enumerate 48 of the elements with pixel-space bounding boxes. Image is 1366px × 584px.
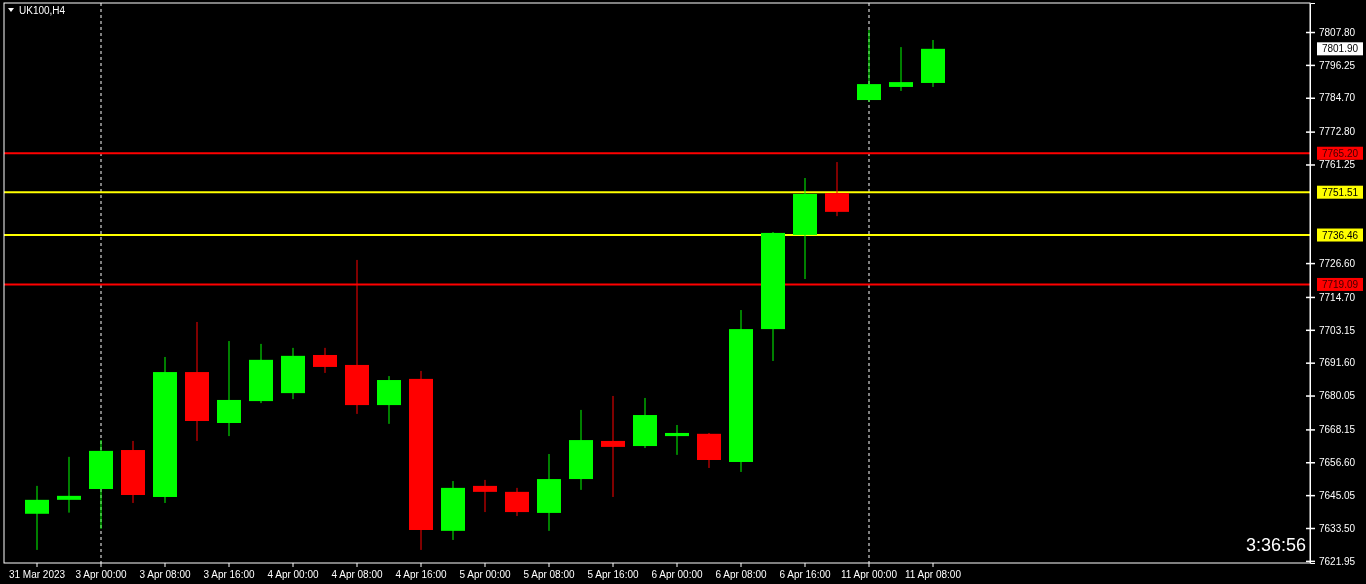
x-tick-label: 6 Apr 08:00: [715, 568, 768, 580]
candlestick: [601, 395, 625, 498]
chart-title: UK100,H4: [19, 4, 66, 16]
candlestick: [25, 485, 49, 551]
candlestick: [313, 347, 337, 374]
candlestick: [473, 479, 497, 513]
ref-line-label: 7736.46: [1321, 229, 1359, 241]
x-tick-label: 3 Apr 16:00: [203, 568, 256, 580]
candlestick: [57, 456, 81, 514]
y-tick-label: 7680.05: [1319, 390, 1356, 402]
y-tick-label: 7691.60: [1319, 357, 1356, 369]
x-tick-label: 3 Apr 00:00: [75, 568, 128, 580]
y-tick-label: 7796.25: [1319, 59, 1356, 71]
x-tick-label: 4 Apr 00:00: [267, 568, 320, 580]
y-tick-label: 7668.15: [1319, 424, 1356, 436]
ref-line-label: 7719.09: [1321, 278, 1359, 290]
y-tick-label: 7621.95: [1319, 555, 1356, 567]
text: 7801.90: [1321, 43, 1359, 55]
x-tick-label: 5 Apr 16:00: [587, 568, 640, 580]
ref-line-label: 7765.20: [1321, 147, 1359, 159]
y-tick-label: 7761.25: [1319, 159, 1356, 171]
candlestick: [505, 487, 529, 517]
x-tick-label: 5 Apr 08:00: [523, 568, 576, 580]
y-tick-label: 7633.50: [1319, 522, 1356, 534]
y-tick-label: 7726.60: [1319, 257, 1356, 269]
y-tick-label: 7807.80: [1319, 26, 1356, 38]
x-tick-label: 4 Apr 16:00: [395, 568, 448, 580]
y-tick-label: 7645.05: [1319, 489, 1356, 501]
annotation: 3:36:56: [1245, 535, 1306, 555]
x-tick-label: 31 Mar 2023: [8, 568, 66, 580]
x-tick-label: 5 Apr 00:00: [459, 568, 512, 580]
x-tick-label: 11 Apr 00:00: [841, 568, 898, 580]
x-tick-label: 6 Apr 00:00: [651, 568, 704, 580]
x-tick-label: 11 Apr 08:00: [905, 568, 962, 580]
candlestick: [889, 46, 913, 92]
y-tick-label: 7703.15: [1319, 324, 1356, 336]
candlestick: [665, 424, 689, 456]
y-tick-label: 7656.60: [1319, 456, 1356, 468]
ref-line-label: 7751.51: [1321, 186, 1359, 198]
x-tick-label: 6 Apr 16:00: [779, 568, 832, 580]
candlestick: [857, 29, 881, 103]
candlestick: [217, 340, 241, 437]
x-tick-label: 4 Apr 08:00: [331, 568, 384, 580]
candlestick: [825, 161, 849, 217]
x-tick-label: 3 Apr 08:00: [139, 568, 192, 580]
y-tick-label: 7772.80: [1319, 126, 1356, 138]
y-tick-label: 7784.70: [1319, 92, 1356, 104]
y-tick-label: 7714.70: [1319, 291, 1356, 303]
